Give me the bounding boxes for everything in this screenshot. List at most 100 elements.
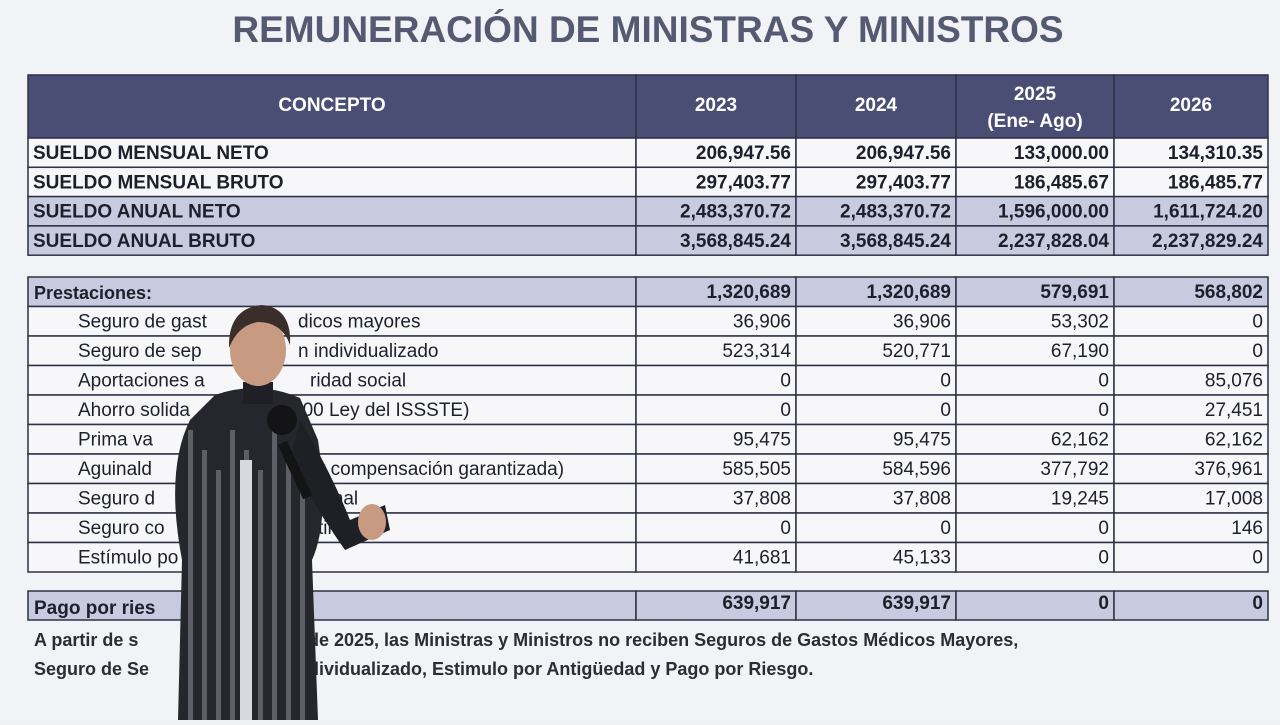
value: 1,320,689 <box>866 282 951 303</box>
value: 0 <box>1252 593 1263 614</box>
value: 0 <box>1098 400 1109 421</box>
row-label: SUELDO ANUAL NETO <box>33 202 241 223</box>
row-label: n individualizado <box>298 341 439 362</box>
row-label: Estímulo po <box>78 548 178 569</box>
microphone <box>267 405 297 435</box>
value: 520,771 <box>882 341 951 362</box>
value: 585,505 <box>722 459 791 480</box>
value: 0 <box>1252 312 1263 333</box>
cell <box>795 394 957 426</box>
value: 0 <box>1098 593 1109 614</box>
cell <box>955 364 1115 396</box>
cell <box>27 423 637 455</box>
cell <box>1113 512 1269 544</box>
header-cell <box>635 74 797 139</box>
header-note: (Ene- Ago) <box>987 111 1082 132</box>
cell <box>1113 305 1269 337</box>
value: 0 <box>1098 371 1109 392</box>
row-label: Pago por ries <box>34 598 155 619</box>
cell <box>1113 335 1269 367</box>
value: 1,320,689 <box>706 282 791 303</box>
row-label: Prestaciones: <box>34 283 152 303</box>
presenter-pattern <box>258 470 263 720</box>
cell <box>635 423 797 455</box>
header-cell <box>795 74 957 139</box>
presenter-hand <box>358 504 386 540</box>
cell <box>635 482 797 514</box>
cell <box>27 541 637 573</box>
row-label: Prima va <box>78 430 153 451</box>
value: 36,906 <box>893 312 951 333</box>
value: 0 <box>940 371 951 392</box>
value: 3,568,845.24 <box>840 231 951 252</box>
cell <box>27 590 637 621</box>
value: 0 <box>1252 341 1263 362</box>
presenter-pattern <box>230 430 235 720</box>
footnote: dividualizado, Estimulo por Antigüedad y… <box>308 659 813 679</box>
value: 206,947.56 <box>696 143 791 164</box>
value: 0 <box>940 518 951 539</box>
value: 37,808 <box>893 489 951 510</box>
cell <box>955 166 1115 198</box>
row-label: SUELDO MENSUAL BRUTO <box>33 172 284 193</box>
presenter-pattern <box>216 470 221 720</box>
cell <box>1113 137 1269 169</box>
value: 45,133 <box>893 548 951 569</box>
cell <box>27 394 637 426</box>
cell <box>955 541 1115 573</box>
row-label: Seguro de sep <box>78 341 202 362</box>
row-label: Seguro d <box>78 489 155 510</box>
value: 41,681 <box>733 548 791 569</box>
cell <box>795 364 957 396</box>
cell <box>27 195 637 227</box>
value: 0 <box>1098 548 1109 569</box>
row-label: Seguro co <box>78 518 165 539</box>
header-text: 2025 <box>1014 84 1057 105</box>
cell <box>27 453 637 485</box>
value: 53,302 <box>1051 312 1109 333</box>
header-text: 2026 <box>1170 95 1212 116</box>
value: 62,162 <box>1205 430 1263 451</box>
value: 186,485.67 <box>1014 172 1109 193</box>
value: 3,568,845.24 <box>680 231 791 252</box>
value: 19,245 <box>1051 489 1109 510</box>
value: 0 <box>1098 518 1109 539</box>
value: 377,792 <box>1040 459 1109 480</box>
cell <box>795 423 957 455</box>
cell <box>795 195 957 227</box>
presenter-pattern <box>300 470 305 720</box>
header-text: CONCEPTO <box>278 95 385 116</box>
cell <box>635 364 797 396</box>
value: 0 <box>780 518 791 539</box>
row-label: SUELDO ANUAL BRUTO <box>33 231 255 252</box>
cell <box>795 512 957 544</box>
value: 95,475 <box>733 430 791 451</box>
presenter-pattern <box>188 430 193 720</box>
cell <box>635 512 797 544</box>
cell <box>955 137 1115 169</box>
row-label: Ahorro solida <box>78 400 190 421</box>
cell <box>955 453 1115 485</box>
value: 297,403.77 <box>856 172 951 193</box>
value: 523,314 <box>722 341 791 362</box>
value: 1,596,000.00 <box>998 202 1109 223</box>
title: REMUNERACIÓN DE MINISTRAS Y MINISTROS <box>232 8 1063 50</box>
value: 2,483,370.72 <box>680 202 791 223</box>
cell <box>635 590 797 621</box>
value: 17,008 <box>1205 489 1263 510</box>
cell <box>795 225 957 256</box>
value: 2,483,370.72 <box>840 202 951 223</box>
cell <box>955 394 1115 426</box>
value: 639,917 <box>722 593 791 614</box>
header-cell <box>27 74 637 139</box>
presenter-neck <box>243 382 273 404</box>
value: 67,190 <box>1051 341 1109 362</box>
cell <box>795 590 957 621</box>
value: 579,691 <box>1040 282 1109 303</box>
row-label: SUELDO MENSUAL NETO <box>33 143 269 164</box>
header-text: 2024 <box>855 95 898 116</box>
row-label: 100 Ley del ISSSTE) <box>292 400 469 421</box>
cell <box>635 195 797 227</box>
